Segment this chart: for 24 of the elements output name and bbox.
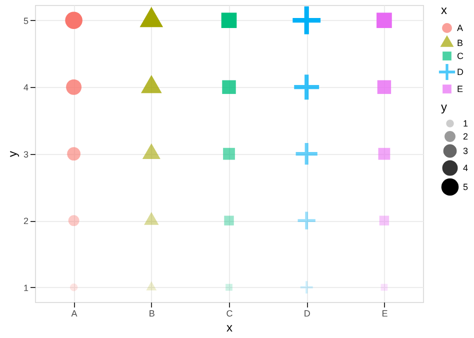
x-tick-label: B — [148, 308, 155, 318]
legend-label: B — [457, 38, 464, 48]
x-tick-label: E — [382, 308, 388, 318]
legend-label: 1 — [463, 118, 468, 128]
y-axis-title: y — [5, 151, 20, 157]
legend-label: 4 — [463, 163, 468, 173]
legend-label: 5 — [463, 182, 468, 192]
text: y — [441, 100, 447, 114]
legend-label: E — [457, 84, 464, 94]
legend-title: x — [441, 3, 447, 17]
x-tick-label: D — [304, 308, 311, 318]
legend-label: D — [457, 67, 464, 77]
legend-label: C — [457, 51, 464, 61]
x-axis-title: x — [226, 320, 232, 334]
y-tick-label: 1 — [23, 282, 28, 293]
legend-label: 2 — [463, 132, 468, 142]
legend-label: A — [457, 23, 464, 33]
y-tick-label: 3 — [23, 149, 28, 160]
x-tick-label: C — [226, 308, 234, 318]
x-tick-label: A — [71, 308, 78, 318]
y-tick-label: 5 — [23, 16, 28, 26]
legend-label: 3 — [463, 146, 468, 156]
y-tick-label: 2 — [23, 216, 28, 226]
y-tick-label: 4 — [23, 82, 28, 93]
